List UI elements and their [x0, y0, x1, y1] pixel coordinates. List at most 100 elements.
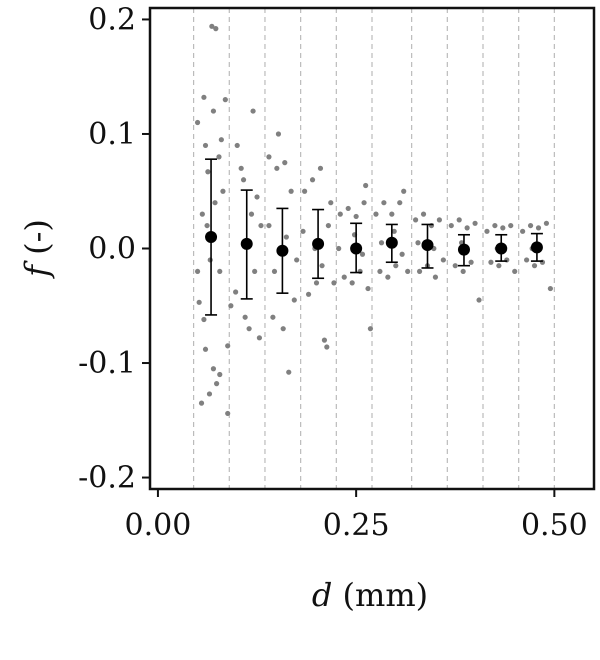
scatter-point	[194, 119, 201, 126]
scatter-point	[336, 245, 342, 252]
scatter-point	[365, 285, 371, 292]
scatter-point	[472, 220, 478, 226]
scatter-point	[484, 228, 490, 234]
scatter-point	[393, 263, 399, 269]
scatter-point	[448, 222, 454, 229]
scatter-point	[405, 268, 411, 275]
scatter-point	[349, 280, 355, 286]
scatter-point	[512, 268, 518, 275]
scatter-point	[242, 314, 248, 320]
scatter-point	[275, 131, 282, 137]
scatter-point	[547, 285, 553, 292]
scatter-point	[456, 217, 462, 223]
mean-point	[350, 242, 363, 255]
mean-point	[240, 237, 253, 250]
scatter-point	[199, 211, 205, 217]
scatter-point	[201, 94, 207, 100]
scatter-point	[432, 274, 439, 280]
y-axis-label: f (-)	[18, 219, 56, 279]
scatter-point	[415, 240, 421, 246]
scatter-point	[496, 263, 502, 269]
scatter-point	[250, 108, 256, 114]
scatter-point	[500, 225, 506, 231]
scatter-point	[271, 268, 278, 275]
axis-ticks: -0.2 -0.1 0.0 0.1 0.2 0.00 0.25 0.50	[78, 2, 588, 543]
scatter-point	[436, 217, 442, 223]
scatter-point	[373, 211, 379, 217]
scatter-point	[401, 188, 407, 194]
scatter-point	[385, 274, 391, 280]
scatter-point	[280, 326, 286, 332]
scatter-point	[286, 369, 292, 375]
scatter-point	[300, 228, 306, 234]
scatter-point	[201, 316, 207, 323]
scatter-point	[217, 371, 223, 378]
scatter-point	[240, 177, 247, 183]
scatter-point	[202, 346, 209, 352]
scatter-point	[535, 225, 542, 231]
scatter-point	[460, 268, 466, 275]
scatter-point	[468, 259, 474, 265]
mean-point	[421, 239, 434, 252]
scatter-point	[202, 142, 209, 149]
mean-point	[530, 241, 543, 254]
y-tick-label: 0.2	[88, 2, 136, 37]
scatter-point	[476, 297, 482, 303]
scatter-point	[212, 200, 218, 206]
scatter-point	[228, 303, 234, 309]
scatter-point	[288, 188, 294, 194]
scatter-point	[420, 211, 427, 217]
scatter-point	[313, 280, 320, 286]
scatter-point	[252, 268, 258, 275]
scatter-point	[361, 200, 367, 206]
scatter-point	[341, 274, 347, 280]
scatter-point	[248, 211, 255, 217]
scatter-point	[531, 263, 538, 269]
scatter-point	[238, 165, 244, 171]
scatter-point	[508, 222, 514, 229]
scatter-point	[210, 366, 217, 372]
scatter-point	[209, 23, 215, 29]
scatter-point	[210, 108, 217, 114]
scatter-point	[328, 200, 334, 206]
scatter-point	[367, 326, 374, 332]
scatter-point	[205, 169, 211, 175]
scatter-point	[363, 182, 369, 189]
scatter-point	[256, 335, 263, 341]
scatter-point	[381, 200, 387, 206]
y-tick-label: 0.1	[88, 117, 136, 152]
error-bars	[205, 158, 543, 316]
scatter-point	[213, 26, 219, 32]
scatter-point	[282, 160, 288, 166]
scatter-point	[391, 228, 397, 234]
mean-point	[205, 231, 218, 244]
scatter-point	[488, 259, 494, 265]
scatter-point	[246, 326, 252, 332]
scatter-point	[266, 222, 272, 229]
scatter-point	[543, 220, 550, 226]
scatter-point	[234, 142, 240, 149]
scatter-point	[283, 234, 289, 240]
scatter-point	[319, 263, 325, 269]
scatter-point	[452, 263, 458, 269]
scatter-point	[274, 165, 280, 171]
scatter-point	[225, 410, 231, 417]
scatter-point	[464, 225, 470, 231]
scatter-point	[194, 268, 201, 275]
scatter-point	[377, 268, 383, 275]
scatter-point	[217, 268, 223, 275]
grid-lines	[193, 8, 555, 489]
y-tick-label: -0.2	[78, 461, 136, 496]
scatter-point	[302, 188, 308, 194]
scatter-point	[214, 381, 220, 387]
scatter-point	[198, 400, 205, 406]
scatter-point	[222, 97, 228, 103]
scatter-point	[399, 251, 405, 257]
x-axis-label: d (mm)	[312, 576, 428, 614]
x-axis-var: d	[312, 576, 332, 614]
scatter-point	[270, 314, 276, 320]
scatter-point	[440, 257, 446, 263]
scatter-point	[337, 211, 343, 217]
scatter-point	[378, 240, 385, 246]
